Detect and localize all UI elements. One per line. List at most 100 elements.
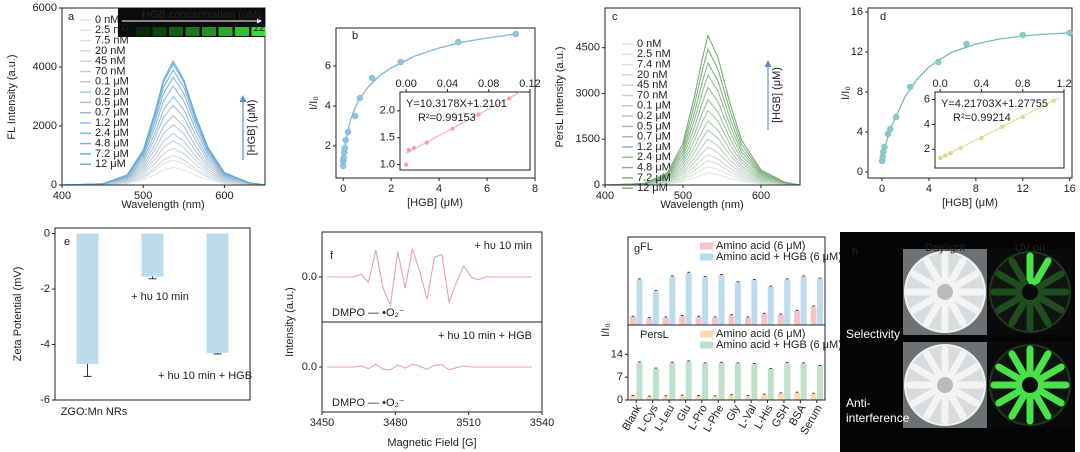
spectrum-line [61, 76, 266, 186]
spectrum-line [604, 86, 801, 186]
x-tick-label: 2 [388, 183, 394, 195]
x-tick-label: 0.4 [974, 78, 989, 90]
error-bar [654, 367, 658, 369]
rotor-spoke [995, 270, 1026, 291]
inset-point [406, 147, 411, 153]
error-bar [703, 276, 707, 278]
y-tick-label: 14 [611, 348, 623, 360]
spectrum-line [604, 61, 801, 186]
x-tick-label: 0 [879, 183, 885, 195]
legend-label: Amino acid (6 μM) [716, 328, 805, 340]
data-point [344, 128, 352, 136]
legend-label: 0.7 μM [95, 107, 129, 119]
panel-letter: c [612, 11, 618, 23]
error-bar [697, 315, 701, 317]
error-bar [720, 273, 724, 276]
axes-frame [604, 7, 801, 186]
error-bar [746, 316, 750, 318]
spectrum-line [61, 59, 266, 186]
y-tick-label: 4 [857, 126, 863, 138]
x-tick-label: 500 [134, 190, 152, 202]
subplot-label: PersL [640, 329, 669, 341]
bar [794, 311, 801, 325]
bar [636, 279, 643, 325]
x-axis-label: [HGB] (μM) [407, 197, 463, 209]
inset-arrow-head [257, 18, 262, 24]
epr-trace [326, 248, 533, 308]
inset-point [937, 155, 943, 161]
y-tick-label: 4 [325, 100, 331, 112]
bar [669, 276, 676, 325]
rotor-spoke [910, 363, 941, 384]
spectrum-line [61, 68, 266, 186]
spectrum-line [604, 98, 801, 186]
legend-label: 2.5 nM [637, 48, 671, 60]
error-bar [697, 395, 701, 397]
rotor-spoke [949, 386, 980, 407]
error-bar [664, 316, 668, 318]
error-bar [670, 275, 674, 277]
legend-label: 0.2 μM [95, 86, 129, 98]
vial-cell [185, 27, 200, 36]
bar [629, 316, 636, 325]
error-bar [637, 361, 641, 363]
y-axis-label: I/I₀ [308, 96, 320, 110]
species-label: DMPO — •O₂⁻ [332, 397, 405, 409]
x-tick-label: 0.8 [1015, 78, 1030, 90]
error-bar [647, 317, 651, 319]
error-bar [769, 285, 773, 287]
data-point [907, 83, 914, 91]
bar [76, 233, 99, 364]
y-tick-label: 0 [594, 179, 600, 191]
legend-label: 20 nM [95, 45, 126, 57]
fit-r2: R²=0.99153 [418, 112, 476, 124]
legend-label: 12 μM [95, 158, 126, 170]
category-label: + hυ 10 min + HGB [158, 370, 252, 382]
species-label: DMPO — •O₂⁻ [332, 307, 405, 319]
bar [761, 314, 768, 325]
x-tick-label: 3510 [456, 417, 480, 429]
column-label: Daylight [925, 242, 965, 254]
spectrum-line [61, 123, 266, 186]
annotation: + hυ 10 min [474, 240, 532, 252]
inset-tick-label: 0 [122, 22, 128, 34]
legend-label: 7.4 nM [637, 59, 671, 71]
spectrum-line [61, 140, 266, 186]
bar [744, 396, 751, 400]
fit-r2: R²=0.99214 [953, 112, 1011, 124]
x-tick-label: 6 [484, 183, 490, 195]
spectrum-line [604, 138, 801, 186]
y-axis-label: I/I₀ [600, 323, 612, 337]
data-point [892, 113, 900, 121]
error-bar [713, 316, 717, 318]
rotor-spoke [995, 363, 1026, 384]
legend-label: 7.5 nM [95, 35, 129, 47]
rotor-spoke [923, 296, 944, 327]
legend-label: 70 nM [95, 65, 126, 77]
spectrum-line [61, 62, 266, 186]
bar [718, 362, 725, 400]
y-tick-label: -4 [40, 338, 50, 350]
fit-equation: Y=4.21703X+1.27755 [941, 98, 1048, 110]
error-bar [213, 352, 222, 355]
inset-point [507, 96, 512, 101]
error-bar [687, 271, 691, 273]
annotation: + hυ 10 min + HGB [438, 330, 532, 342]
x-tick-label: 0.12 [519, 78, 540, 90]
panel-letter: d [880, 11, 886, 23]
x-tick-label: 12 [1017, 183, 1029, 195]
y-tick-label: 4 [924, 118, 930, 130]
legend-label: 1.2 μM [637, 141, 671, 153]
column-label: UV on [1015, 242, 1046, 254]
legend-label: 0 nM [637, 38, 661, 50]
x-tick-label: 0 [340, 183, 346, 195]
bar [734, 282, 741, 325]
rotor-spoke [949, 363, 980, 384]
x-tick-label: 500 [674, 190, 692, 202]
rotor-spoke [995, 386, 1026, 407]
bar [810, 306, 817, 325]
legend-label: 12 μM [637, 182, 668, 194]
error-bar [736, 281, 740, 283]
rotor-spoke [949, 270, 980, 291]
error-bar [703, 362, 707, 364]
